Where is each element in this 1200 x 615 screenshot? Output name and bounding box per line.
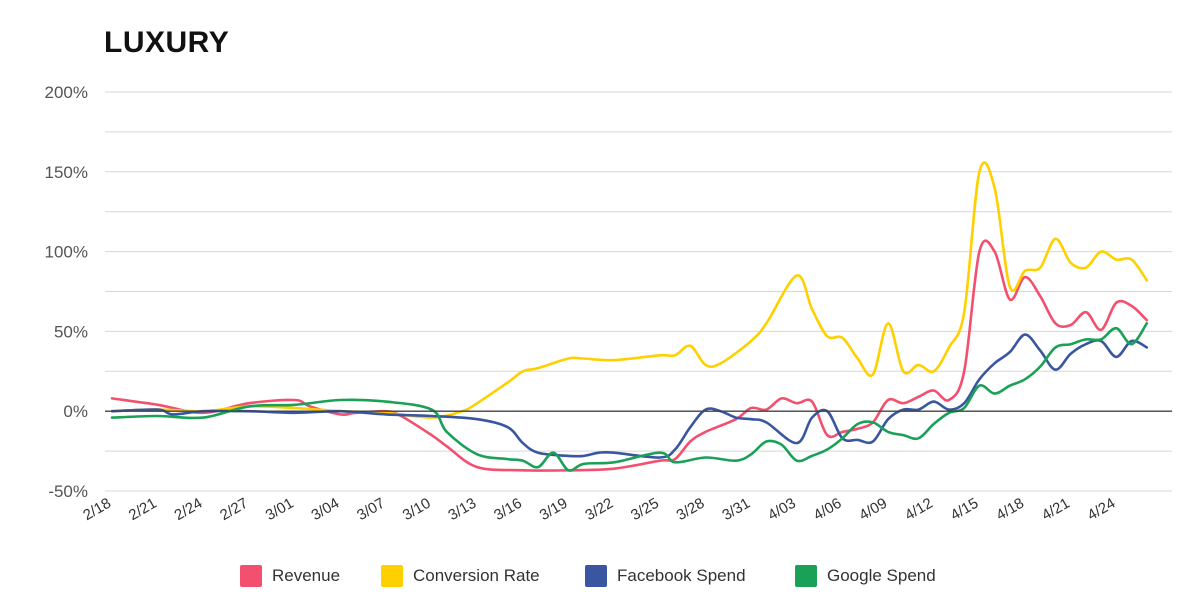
x-tick-label: 3/25 (628, 495, 662, 524)
y-tick-label: 0% (63, 402, 88, 421)
legend-label: Google Spend (827, 566, 936, 585)
x-tick-label: 3/16 (491, 495, 525, 524)
x-tick-label: 4/24 (1085, 495, 1119, 524)
legend-item: Revenue (240, 564, 340, 588)
y-tick-label: 50% (54, 322, 88, 341)
x-tick-label: 4/09 (856, 495, 890, 524)
legend-item: Google Spend (795, 564, 936, 588)
x-tick-label: 3/10 (400, 495, 434, 524)
legend-item: Conversion Rate (381, 564, 540, 588)
x-tick-label: 3/07 (354, 495, 388, 524)
x-tick-label: 4/21 (1039, 495, 1073, 524)
series-line-conversion-rate (110, 161, 1149, 419)
x-tick-label: 2/21 (126, 495, 160, 524)
series-line-facebook-spend (110, 333, 1149, 459)
legend-swatch (585, 565, 607, 587)
legend-label: Conversion Rate (413, 566, 540, 585)
x-tick-label: 4/06 (811, 495, 845, 524)
legend-swatch (240, 565, 262, 587)
chart-legend: Revenue Conversion Rate Facebook Spend Goog… (0, 564, 1200, 588)
legend-item: Facebook Spend (585, 564, 746, 588)
legend-swatch (381, 565, 403, 587)
y-tick-label: -50% (48, 482, 88, 501)
line-chart: -50%0%50%100%150%200%2/18 2/21 2/24 2/27 3/0… (45, 83, 1172, 524)
x-tick-label: 3/04 (308, 495, 342, 524)
legend-swatch (795, 565, 817, 587)
legend-label: Revenue (272, 566, 341, 585)
chart-title: LUXURY (104, 26, 230, 59)
x-tick-label: 3/19 (537, 495, 571, 524)
y-tick-label: 150% (45, 163, 88, 182)
legend-label: Facebook Spend (617, 566, 746, 585)
x-tick-label: 3/31 (719, 495, 753, 524)
y-tick-label: 100% (45, 243, 88, 262)
x-tick-label: 2/27 (217, 495, 251, 524)
x-tick-label: 4/15 (948, 495, 982, 524)
x-tick-label: 3/13 (445, 495, 479, 524)
x-tick-label: 3/28 (674, 495, 708, 524)
x-tick-label: 4/18 (993, 495, 1027, 524)
y-tick-label: 200% (45, 83, 88, 102)
series-line-revenue (110, 239, 1149, 472)
x-tick-label: 2/24 (172, 495, 206, 524)
x-tick-label: 3/01 (263, 495, 297, 524)
x-tick-label: 3/22 (582, 495, 616, 524)
x-tick-label: 4/12 (902, 495, 936, 524)
x-tick-label: 4/03 (765, 495, 799, 524)
series-line-google-spend (110, 322, 1149, 472)
